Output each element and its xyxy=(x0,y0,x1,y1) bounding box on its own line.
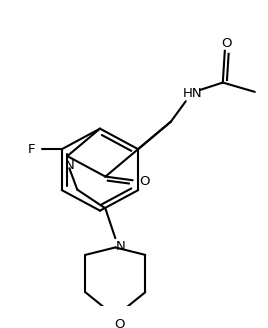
Text: HN: HN xyxy=(183,87,203,100)
Text: N: N xyxy=(64,159,74,172)
Text: N: N xyxy=(116,240,125,253)
Text: F: F xyxy=(28,143,36,156)
Text: O: O xyxy=(114,318,125,328)
Text: O: O xyxy=(222,37,232,50)
Text: O: O xyxy=(139,175,150,188)
